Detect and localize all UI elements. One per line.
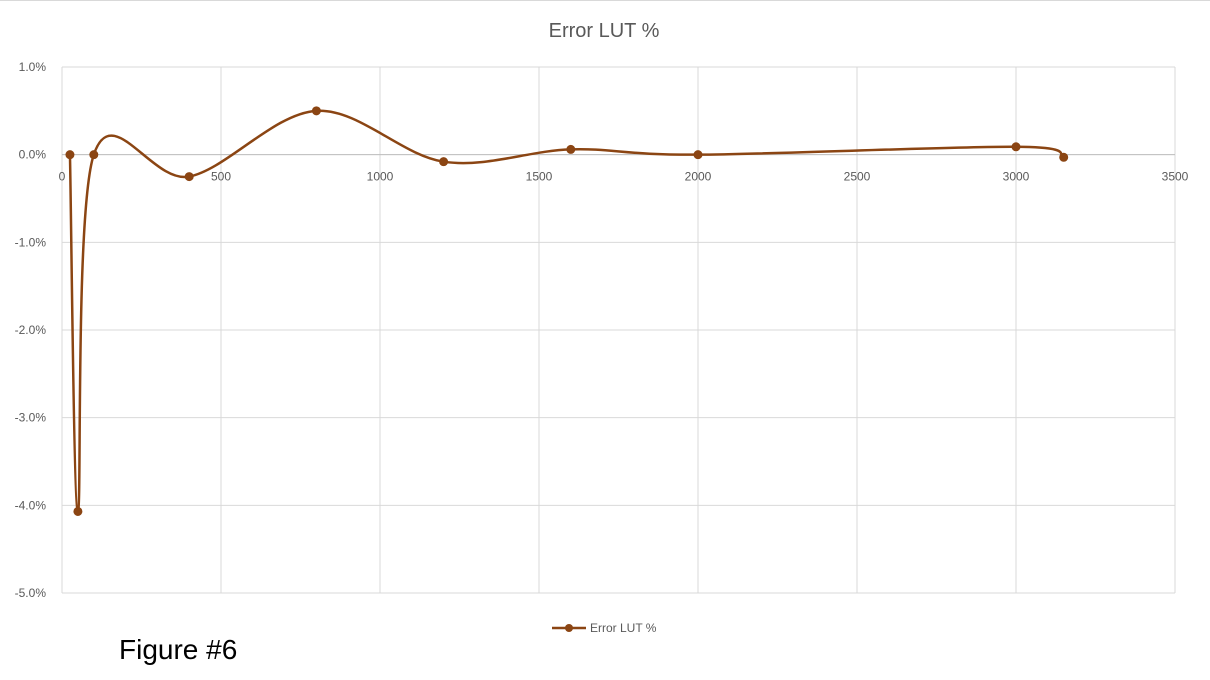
figure-caption: Figure #6 <box>119 634 238 665</box>
x-tick-label: 500 <box>211 170 231 184</box>
series-error-lut <box>65 106 1069 516</box>
legend-label: Error LUT % <box>590 621 657 635</box>
data-point <box>693 150 703 160</box>
x-tick-label: 3500 <box>1162 170 1189 184</box>
x-tick-label: 1500 <box>526 170 553 184</box>
axes: 1.0% 0.0% -1.0% -2.0% -3.0% -4.0% -5.0% 0 500 100… <box>15 60 1189 600</box>
data-point <box>566 144 576 154</box>
x-tick-label: 2000 <box>685 170 712 184</box>
y-tick-label: -4.0% <box>15 498 47 512</box>
data-point <box>1011 142 1021 152</box>
data-point <box>439 157 449 167</box>
y-tick-label: -1.0% <box>15 235 47 249</box>
data-point <box>311 106 321 116</box>
y-tick-label: -2.0% <box>15 323 47 337</box>
x-tick-label: 3000 <box>1003 170 1030 184</box>
data-point <box>73 506 83 516</box>
top-border <box>0 0 1210 1</box>
data-point <box>89 150 99 160</box>
y-tick-label: -5.0% <box>15 586 47 600</box>
x-tick-label: 2500 <box>844 170 871 184</box>
data-point <box>1059 152 1069 162</box>
data-point <box>65 150 75 160</box>
y-tick-label: 0.0% <box>19 148 47 162</box>
data-point <box>184 172 194 182</box>
y-tick-label: -3.0% <box>15 411 47 425</box>
y-tick-label: 1.0% <box>19 60 47 74</box>
legend-marker <box>565 624 573 632</box>
legend: Error LUT % <box>552 621 657 635</box>
chart-title: Error LUT % <box>549 20 660 42</box>
x-tick-label: 1000 <box>367 170 394 184</box>
x-tick-label: 0 <box>59 170 66 184</box>
